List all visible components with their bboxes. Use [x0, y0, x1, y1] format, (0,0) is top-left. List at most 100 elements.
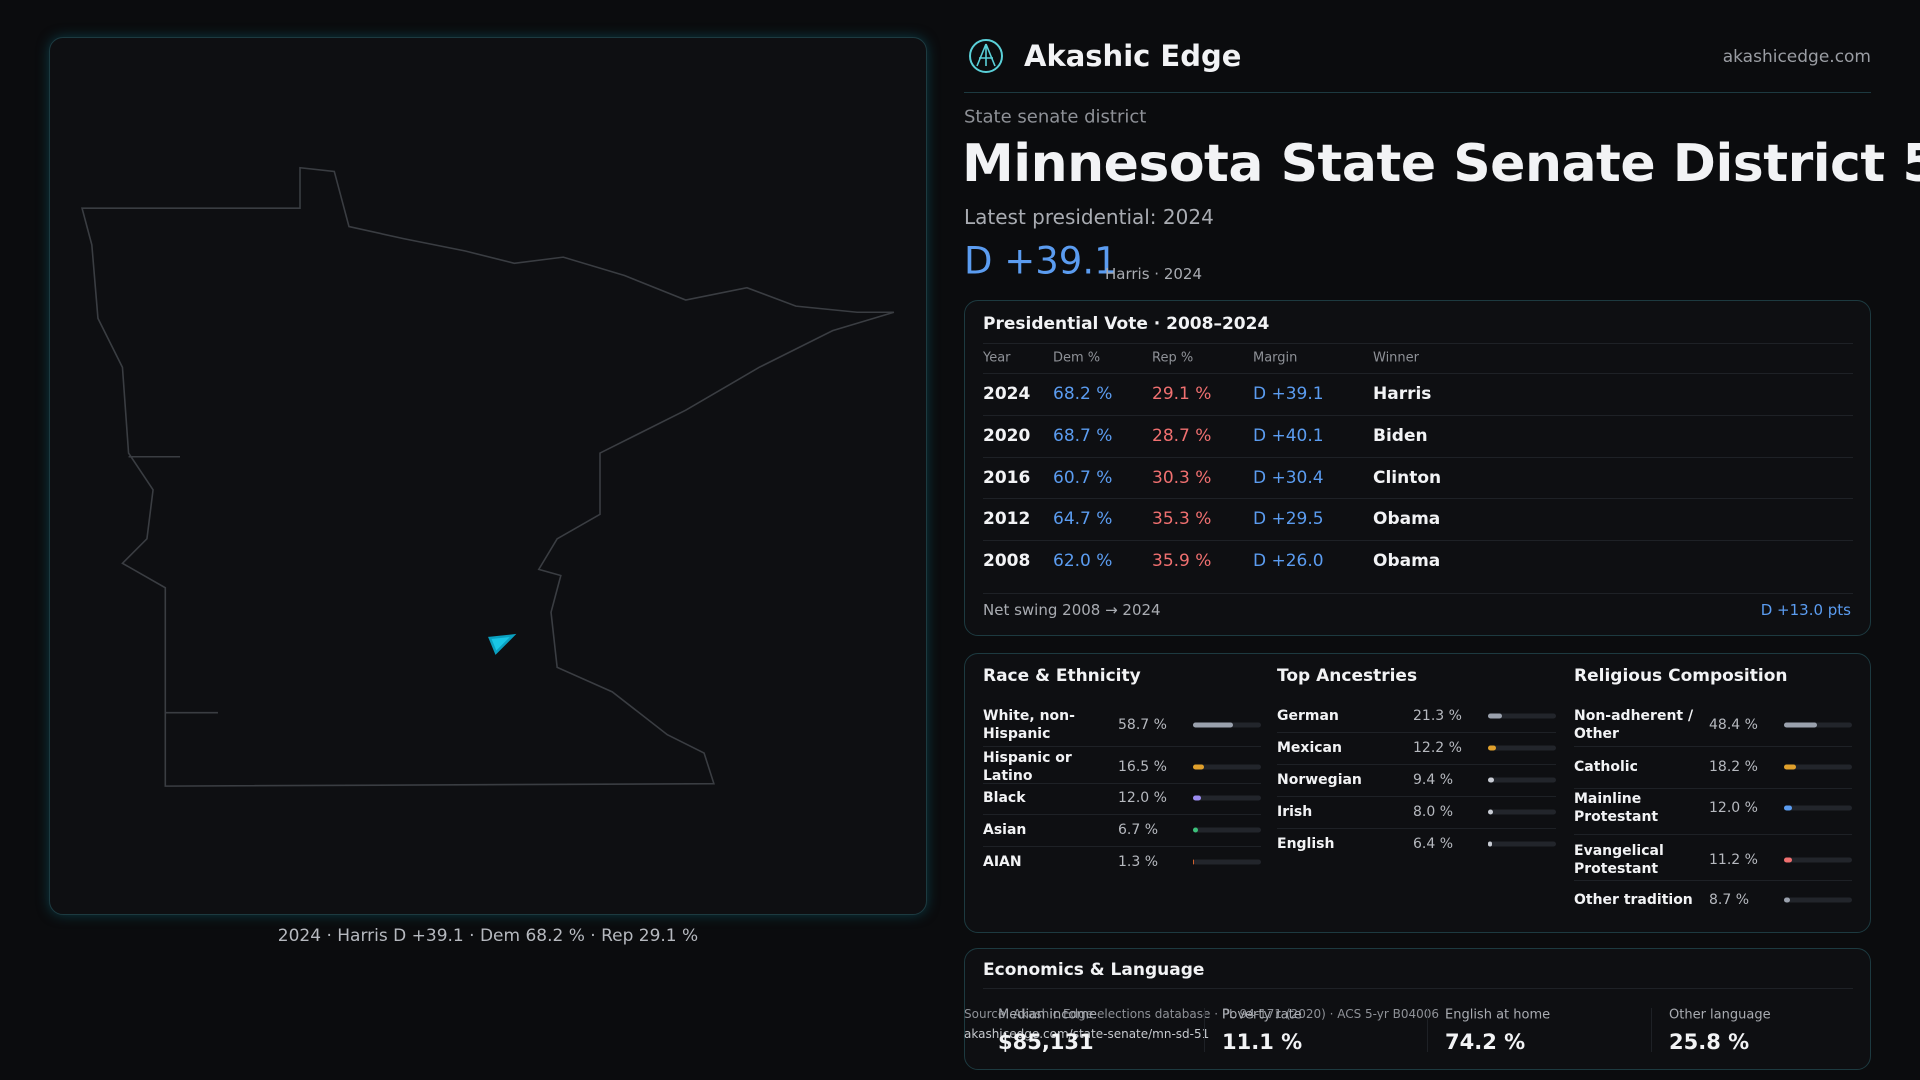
section-title: Economics & Language [983, 960, 1205, 980]
bar-track [1193, 795, 1261, 801]
cell: D +39.1 [1253, 384, 1324, 404]
demographics-panel [964, 653, 1871, 933]
divider [983, 498, 1853, 499]
item-value: 48.4 % [1709, 717, 1758, 733]
map-panel [49, 37, 927, 915]
section-title: Religious Composition [1574, 666, 1788, 686]
divider [1427, 1008, 1428, 1052]
column-header: Year [983, 350, 1011, 366]
year: 2008 [983, 551, 1031, 572]
bar-track [1488, 809, 1556, 815]
divider [983, 746, 1261, 747]
divider [983, 540, 1853, 541]
section-title: Race & Ethnicity [983, 666, 1141, 686]
panel-title: Presidential Vote · 2008–2024 [983, 314, 1270, 334]
item-label: Catholic [1574, 759, 1638, 775]
bar [1488, 745, 1497, 751]
year: 2012 [983, 509, 1031, 530]
item-value: 16.5 % [1118, 759, 1167, 775]
item-value: 18.2 % [1709, 759, 1758, 775]
divider [983, 373, 1853, 374]
item-value: 11.2 % [1709, 852, 1758, 868]
brand: Akashic Edge [1024, 39, 1242, 73]
bar [1488, 841, 1493, 847]
cell: 60.7 % [1053, 467, 1113, 488]
column-header: Rep % [1152, 350, 1194, 366]
divider [983, 457, 1853, 458]
cell: Obama [1373, 551, 1441, 572]
divider [1574, 788, 1852, 789]
divider [964, 92, 1871, 93]
margin-note: Harris · 2024 [1105, 265, 1203, 283]
cell: Biden [1373, 425, 1428, 446]
divider [1651, 1008, 1652, 1052]
divider [983, 415, 1853, 416]
latest-label: Latest presidential: 2024 [964, 205, 1214, 229]
item-label: Mexican [1277, 740, 1342, 756]
district-shape[interactable] [488, 633, 517, 655]
item-label: Evangelical Protestant [1574, 843, 1664, 877]
bar-track [1784, 857, 1852, 863]
item-label: White, non-Hispanic [983, 708, 1075, 742]
item-value: 8.0 % [1413, 804, 1454, 820]
bar [1488, 713, 1503, 719]
bar-track [1488, 745, 1556, 751]
divider [1277, 796, 1556, 797]
year: 2024 [983, 384, 1031, 404]
column-header: Margin [1253, 350, 1298, 366]
logo [969, 39, 1003, 73]
bar-track [1784, 897, 1852, 903]
cell: 68.2 % [1053, 384, 1113, 404]
divider [983, 814, 1261, 815]
item-label: Mainline Protestant [1574, 791, 1659, 825]
stat-label: Median income [998, 1007, 1098, 1023]
item-label: Other tradition [1574, 892, 1693, 908]
item-label: Norwegian [1277, 772, 1362, 788]
bar [1193, 764, 1205, 770]
stat-value: $85,131 [998, 1030, 1094, 1054]
divider [1574, 834, 1852, 835]
year: 2020 [983, 425, 1031, 446]
economics-panel [964, 948, 1871, 1070]
cell: 29.1 % [1152, 384, 1212, 404]
bar [1488, 809, 1494, 815]
item-value: 8.7 % [1709, 892, 1750, 908]
bar-track [1488, 777, 1556, 783]
bar-track [1488, 841, 1556, 847]
item-value: 6.7 % [1118, 822, 1159, 838]
item-label: AIAN [983, 854, 1022, 870]
bar [1784, 897, 1790, 903]
cell: Obama [1373, 509, 1441, 530]
item-label: Hispanic or Latino [983, 750, 1072, 784]
item-value: 9.4 % [1413, 772, 1454, 788]
divider [1574, 880, 1852, 881]
source-url[interactable]: akashicedge.com/state-senate/mn-sd-51 [964, 1027, 1210, 1041]
bar-track [1193, 722, 1261, 728]
stat-value: 25.8 % [1669, 1030, 1750, 1054]
map-caption: 2024 · Harris D +39.1 · Dem 68.2 % · Rep… [277, 926, 699, 946]
bar [1193, 859, 1194, 865]
item-label: German [1277, 708, 1339, 724]
item-value: 21.3 % [1413, 708, 1462, 724]
item-label: Asian [983, 822, 1027, 838]
bar-track [1784, 805, 1852, 811]
swing-value: D +13.0 pts [1760, 601, 1851, 619]
divider [983, 783, 1261, 784]
item-label: Non-adherent / Other [1574, 708, 1694, 742]
cell: 30.3 % [1152, 467, 1212, 488]
bar-track [1784, 764, 1852, 770]
cell: D +30.4 [1253, 467, 1324, 488]
domain[interactable]: akashicedge.com [1722, 47, 1871, 67]
source: Source: Akashic Edge elections database … [964, 1007, 1440, 1021]
bar-track [1784, 722, 1852, 728]
stat-label: Poverty rate [1222, 1007, 1302, 1023]
divider [1204, 1008, 1205, 1052]
divider [1277, 732, 1556, 733]
bar [1784, 805, 1793, 811]
cell: 62.0 % [1053, 551, 1113, 572]
district-kind: State senate district [964, 106, 1147, 128]
swing-label: Net swing 2008 → 2024 [983, 601, 1161, 619]
item-value: 58.7 % [1118, 717, 1167, 733]
